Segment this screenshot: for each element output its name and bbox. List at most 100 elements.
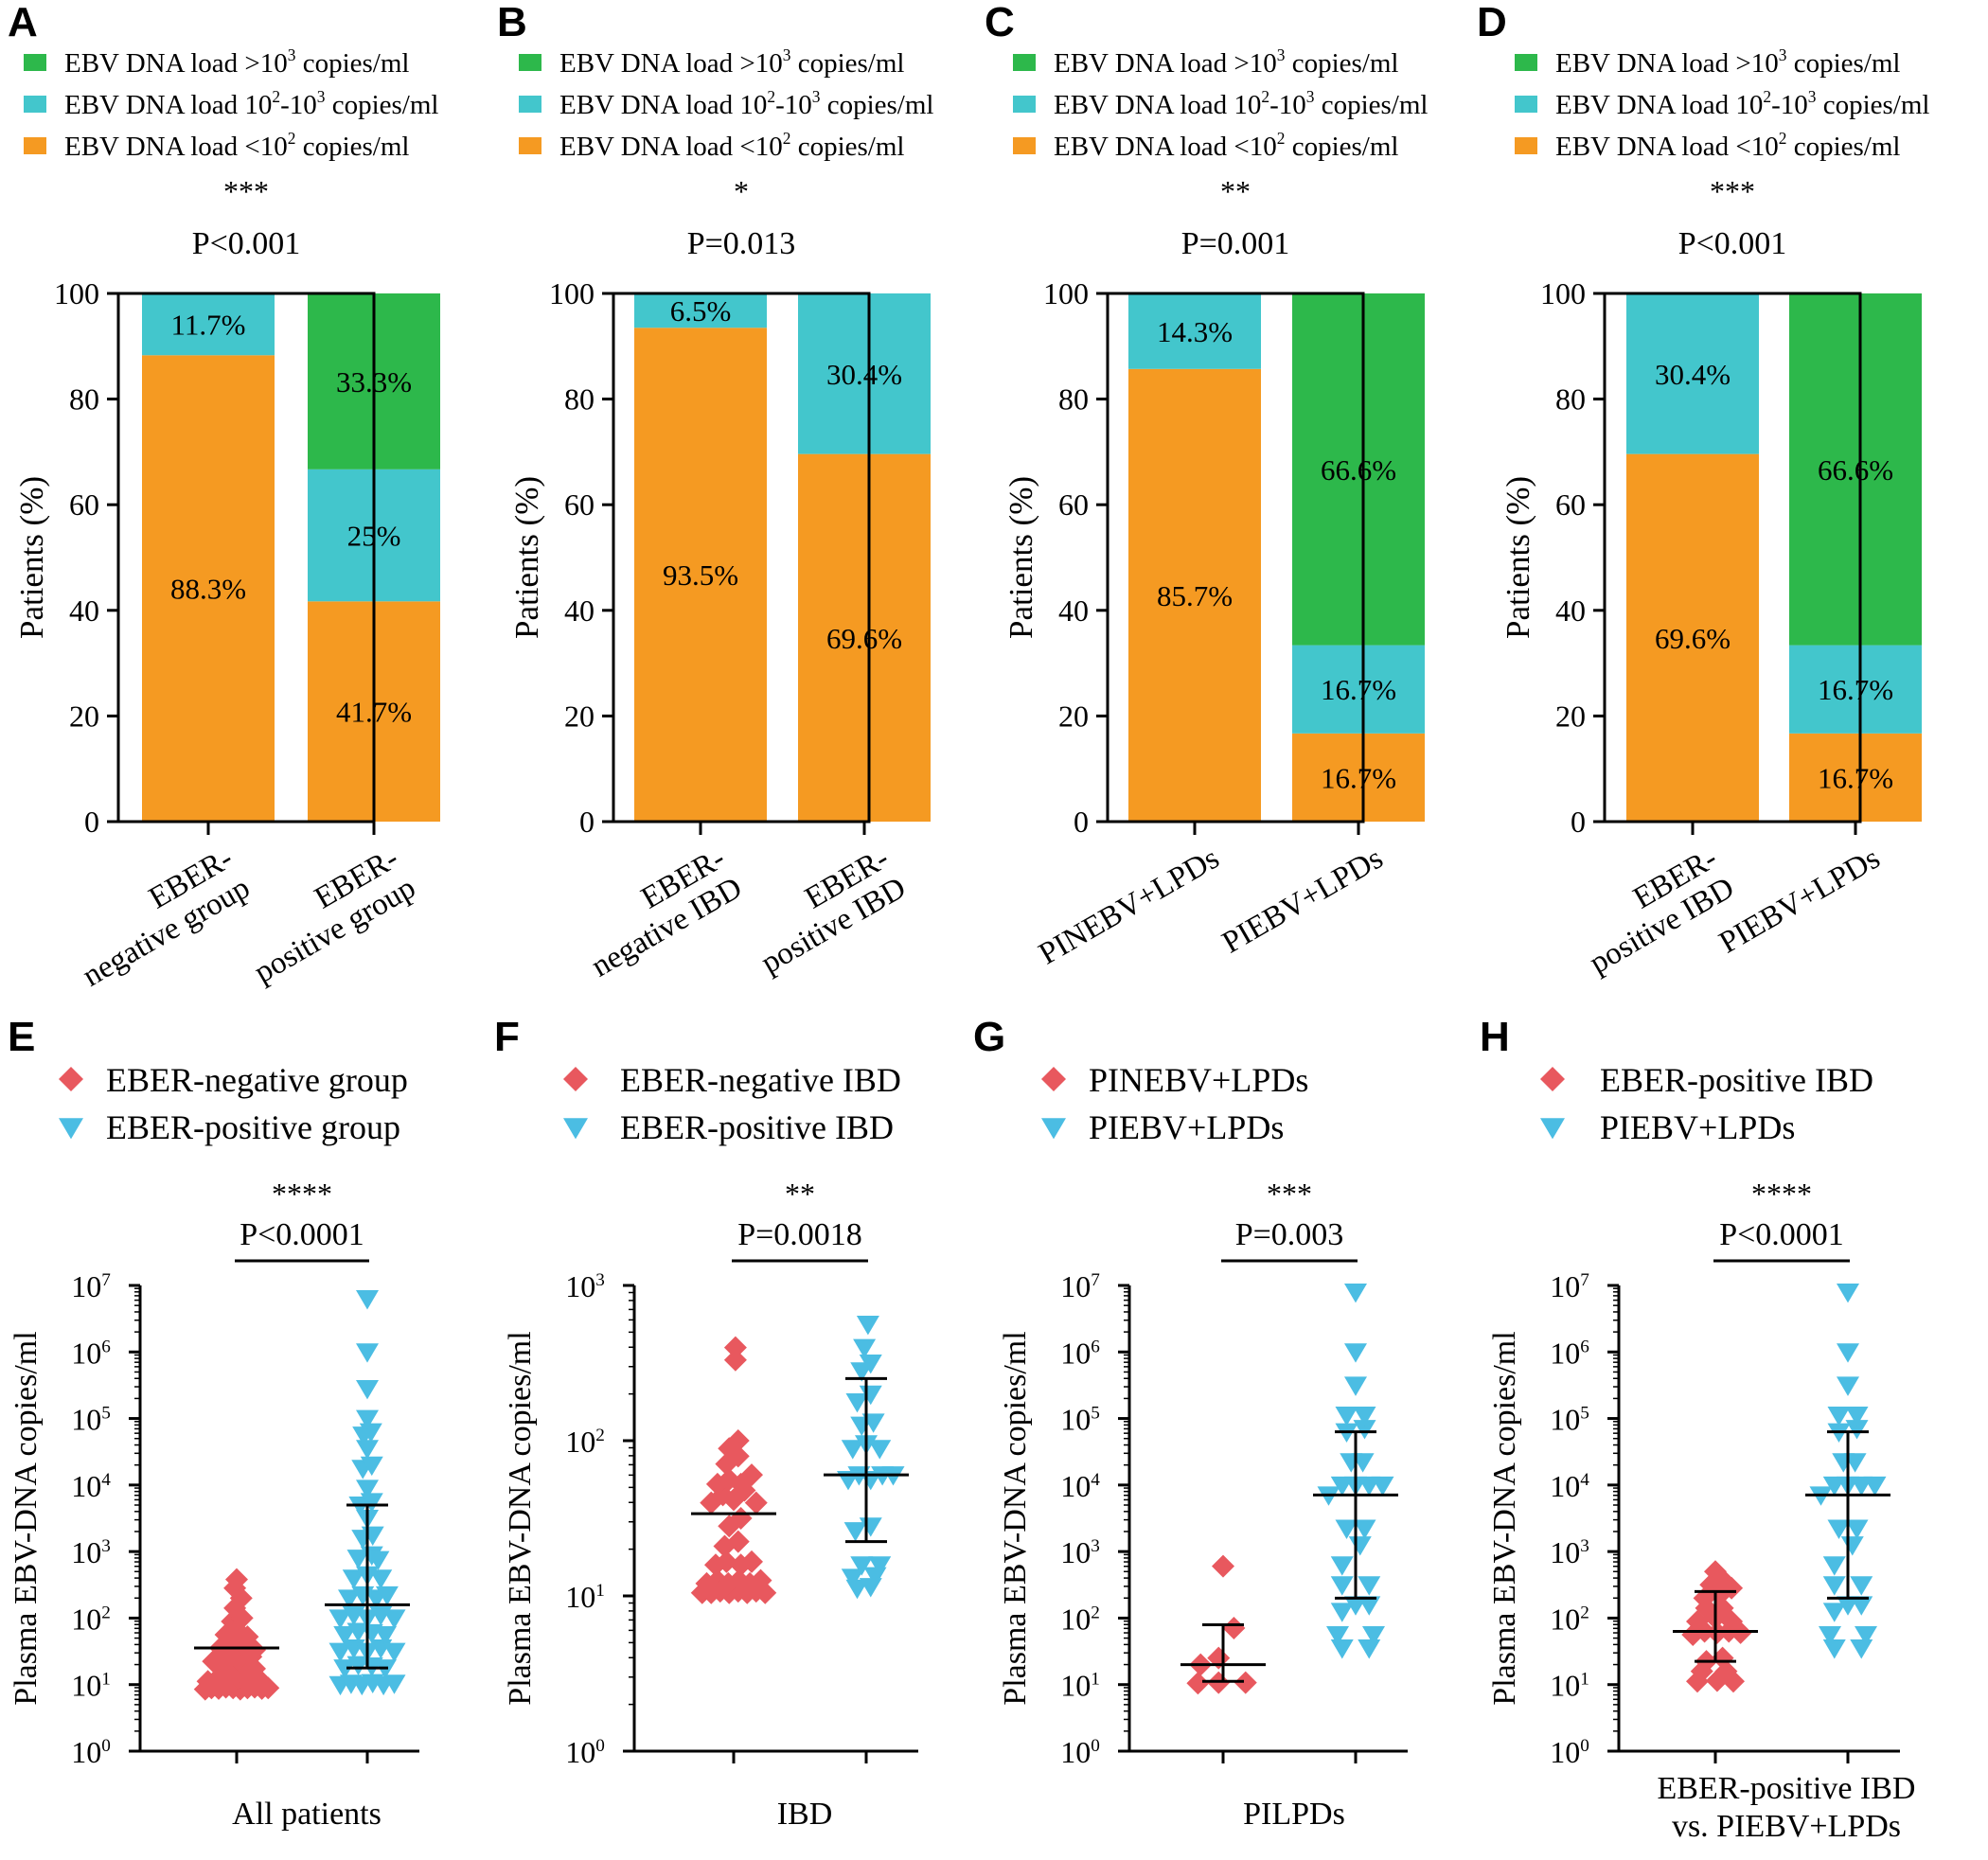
y-tick-label: 103 (565, 1269, 605, 1303)
point-triangle (346, 1550, 370, 1569)
point-triangle (359, 1423, 382, 1444)
bar-value-label: 93.5% (663, 558, 738, 592)
y-tick-label: 101 (1060, 1669, 1100, 1703)
x-category-label: PINEBV+LPDs (1034, 841, 1225, 972)
x-category-label: EBER-positive IBD (1567, 841, 1740, 981)
point-triangle (366, 1550, 390, 1570)
y-tick-label: 100 (1540, 276, 1586, 310)
legend-swatch (1013, 54, 1036, 71)
y-axis-label: Patients (%) (13, 476, 50, 639)
bar-segment-mid (1626, 293, 1759, 454)
bar-value-label: 85.7% (1157, 579, 1233, 612)
point-triangle (868, 1556, 892, 1576)
point-diamond (740, 1550, 763, 1573)
legend-swatch (1515, 96, 1537, 113)
panel-label: H (1480, 1014, 1510, 1060)
p-value: P=0.013 (687, 226, 796, 261)
point-triangle (1845, 1420, 1869, 1440)
p-value: P<0.0001 (240, 1217, 364, 1252)
point-triangle (861, 1413, 885, 1433)
legend: EBER-negative IBD EBER-positive IBD (563, 1061, 901, 1146)
legend-swatch (519, 96, 541, 113)
point-diamond (1222, 1616, 1246, 1639)
p-value: P<0.0001 (1719, 1217, 1844, 1252)
point-triangle (333, 1659, 357, 1679)
point-triangle (356, 1343, 379, 1363)
point-triangle (356, 1409, 379, 1429)
point-diamond (744, 1491, 768, 1515)
bar-segment-mid (1292, 645, 1425, 734)
legend: EBER-positive IBD PIEBV+LPDs (1540, 1061, 1873, 1146)
bar-segment-high (1292, 293, 1425, 646)
y-tick-label: 104 (71, 1469, 111, 1503)
group-pos (1313, 1284, 1398, 1659)
point-diamond (1711, 1646, 1734, 1670)
y-tick-label: 100 (71, 1735, 111, 1769)
legend-marker-diamond (563, 1067, 588, 1091)
legend-swatch (519, 54, 541, 71)
point-diamond (723, 1336, 747, 1359)
x-axis-label: EBER-positive IBD (1658, 1771, 1916, 1806)
y-tick-label: 100 (549, 276, 595, 310)
bar-segment-mid (634, 293, 767, 328)
legend: EBV DNA load >103 copies/ml EBV DNA load … (24, 45, 438, 162)
y-tick-label: 106 (1060, 1336, 1100, 1370)
panel-label: F (494, 1014, 520, 1060)
significance-stars: *** (1267, 1177, 1312, 1211)
bar-value-label: 6.5% (670, 294, 732, 328)
legend-swatch (1013, 137, 1036, 154)
point-triangle (841, 1568, 864, 1588)
y-axis-label: Patients (%) (1500, 476, 1536, 639)
point-triangle (356, 1379, 379, 1400)
y-tick-label: 80 (1058, 382, 1089, 416)
y-tick-label: 104 (1060, 1469, 1100, 1503)
point-triangle (859, 1355, 882, 1374)
y-tick-label: 20 (1058, 699, 1089, 733)
x-category-label: EBER-negative group (60, 841, 256, 994)
y-tick-label: 102 (1550, 1602, 1589, 1636)
point-triangle (1837, 1376, 1859, 1396)
point-triangle (1840, 1536, 1864, 1556)
y-tick-label: 103 (1550, 1535, 1589, 1569)
bar-segment-high (1789, 293, 1922, 646)
y-axis-label: Plasma EBV-DNA copies/ml (998, 1331, 1033, 1705)
y-tick-label: 40 (69, 593, 99, 628)
group-pos (1805, 1284, 1890, 1659)
point-triangle (1358, 1596, 1381, 1616)
y-tick-label: 40 (1555, 593, 1586, 628)
point-triangle (841, 1440, 864, 1460)
y-tick-label: 106 (71, 1336, 111, 1370)
bar-value-label: 69.6% (1655, 622, 1731, 655)
y-tick-label: 60 (1555, 487, 1586, 522)
point-triangle (1330, 1603, 1354, 1622)
y-tick-label: 103 (71, 1535, 111, 1569)
panel-g: G PINEBV+LPDs PIEBV+LPDs *** P=0.003 100 101 10… (973, 1014, 1408, 1832)
y-axis-label: Patients (%) (1003, 476, 1039, 639)
panel-f: F EBER-negative IBD EBER-positive IBD ** P=0… (494, 1014, 918, 1832)
point-triangle (845, 1393, 869, 1413)
point-diamond (225, 1568, 248, 1591)
legend-label: EBV DNA load 102-103 copies/ml (64, 87, 438, 120)
point-triangle (369, 1569, 393, 1589)
y-tick-label: 101 (565, 1580, 605, 1614)
point-diamond (1186, 1672, 1210, 1695)
point-triangle (1351, 1453, 1375, 1473)
panel-label: B (497, 0, 527, 45)
point-triangle (1850, 1576, 1873, 1596)
point-diamond (1234, 1671, 1257, 1694)
legend-label: EBV DNA load <102 copies/ml (1054, 129, 1398, 162)
y-tick-label: 80 (564, 382, 595, 416)
y-axis-label: Plasma EBV-DNA copies/ml (503, 1331, 538, 1705)
significance-stars: *** (1710, 174, 1755, 208)
point-triangle (375, 1585, 399, 1606)
point-triangle (328, 1609, 352, 1629)
point-diamond (726, 1530, 750, 1553)
y-tick-label: 104 (1550, 1469, 1589, 1503)
legend-label: EBV DNA load <102 copies/ml (559, 129, 904, 162)
y-tick-label: 107 (1060, 1269, 1100, 1303)
point-triangle (1843, 1453, 1867, 1473)
y-tick-label: 20 (69, 699, 99, 733)
x-category-label: PIEBV+LPDs (1713, 841, 1886, 961)
point-triangle (1837, 1343, 1859, 1363)
